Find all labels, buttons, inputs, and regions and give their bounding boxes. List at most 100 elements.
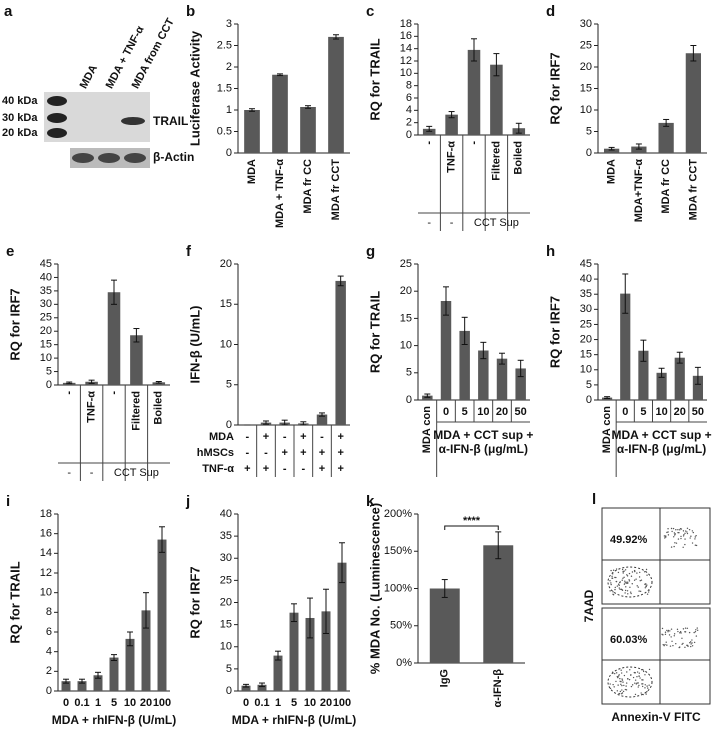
y-tick-label: 35 [220, 530, 232, 542]
y-tick-label: 25 [220, 574, 232, 586]
flow-dot [644, 684, 646, 686]
flow-dot [627, 582, 629, 584]
flow-dot [691, 530, 694, 532]
ladder-band [47, 128, 67, 138]
flow-dot [645, 693, 647, 695]
x-tick-label: 20 [320, 697, 332, 709]
bar [335, 280, 346, 425]
x-tick-label: 10 [304, 697, 316, 709]
flow-dot [630, 685, 633, 688]
flow-dot [685, 530, 687, 532]
y-tick-label: 16 [400, 30, 412, 42]
flow-dot [676, 628, 679, 631]
gate [607, 566, 653, 598]
flow-dot [633, 569, 636, 572]
flow-dot [642, 683, 644, 685]
flow-dot [622, 577, 624, 579]
flow-dot [621, 679, 624, 681]
x-tick-label: 0 [243, 697, 249, 709]
bar [241, 685, 251, 691]
bar [496, 358, 508, 400]
x-tick-label: Filtered [490, 141, 502, 181]
group-label: - [450, 217, 454, 229]
bar [620, 293, 631, 400]
y-tick-label: 30 [580, 18, 592, 30]
flow-dot [638, 675, 640, 677]
gate [607, 666, 653, 698]
flow-dot [682, 546, 684, 548]
chart-panel: d RQ for IRF7 0 5 10 15 20 25 30 MDA MDA+TNF-α MDA … [546, 3, 707, 222]
bar [658, 122, 674, 153]
flow-dot [636, 585, 638, 587]
flow-dot [627, 581, 629, 583]
y-tick-label: 10 [40, 352, 52, 364]
flow-dot [642, 679, 644, 681]
flow-dot [624, 688, 627, 691]
y-tick-label: 0% [396, 657, 412, 669]
panel-letter: h [546, 243, 555, 260]
y-axis-label: RQ for TRAIL [7, 561, 22, 643]
flow-dot [684, 627, 687, 629]
x-axis-label: MDA + CCT sup + [611, 428, 711, 442]
flow-dot [681, 643, 683, 645]
flow-dot [617, 571, 620, 574]
flow-dot [689, 641, 692, 643]
y-tick-label: 20 [580, 333, 592, 345]
flow-dot [663, 644, 665, 647]
flow-dot [619, 588, 621, 591]
y-tick-label: 5 [46, 365, 52, 377]
actin-band [72, 153, 94, 163]
flow-dot [648, 684, 650, 686]
x-tick-label: 5 [462, 406, 468, 418]
flow-dot [643, 571, 646, 573]
flow-dot [689, 537, 691, 539]
bar [152, 382, 166, 385]
flow-dot [682, 535, 685, 537]
flow-dot [665, 641, 667, 643]
flow-dot [639, 571, 641, 574]
y-tick-label: 35 [580, 288, 592, 300]
x-tick-label: 50 [515, 406, 527, 418]
x-tick-label: - [468, 141, 480, 145]
y-tick-label: 150% [384, 545, 412, 557]
bar [289, 612, 299, 691]
bar [61, 681, 71, 691]
bar [467, 49, 481, 135]
bar [305, 617, 315, 691]
flow-dot [628, 572, 631, 575]
flow-dot [680, 537, 682, 540]
x-tick-label: 0 [443, 406, 449, 418]
panel-letter: d [546, 3, 555, 20]
flow-dot [648, 668, 651, 671]
x-axis-label: α-IFN-β (μg/mL) [439, 442, 528, 456]
actin-band [98, 153, 120, 163]
flow-dot [626, 590, 629, 592]
flow-dot [684, 538, 686, 540]
flow-dot [646, 574, 648, 576]
flow-dot [611, 575, 613, 577]
y-axis-label: RQ for IRF7 [187, 566, 202, 638]
row-value: + [244, 463, 250, 475]
flow-dot [624, 569, 627, 571]
flow-dot [692, 531, 695, 534]
flow-dot [615, 672, 618, 674]
row-value: + [300, 447, 306, 459]
panel-letter: k [366, 493, 375, 510]
flow-dot [624, 592, 626, 594]
x-tick-label: Boiled [513, 141, 525, 175]
x-tick-label: 10 [124, 697, 136, 709]
flow-dot [637, 686, 639, 688]
bar [321, 611, 331, 691]
flow-dot [619, 581, 621, 583]
annotation: **** [463, 515, 481, 527]
row-value: + [263, 463, 269, 475]
flow-dot [614, 586, 616, 589]
y-tick-label: 20 [400, 285, 412, 297]
marker-label: 30 kDa [2, 112, 38, 124]
panel-letter: i [6, 493, 10, 510]
y-tick-label: 5 [586, 125, 592, 137]
y-tick-label: 25 [580, 39, 592, 51]
flow-dot [624, 580, 626, 582]
y-tick-label: 10 [400, 340, 412, 352]
group-label: CCT Sup [114, 467, 159, 479]
